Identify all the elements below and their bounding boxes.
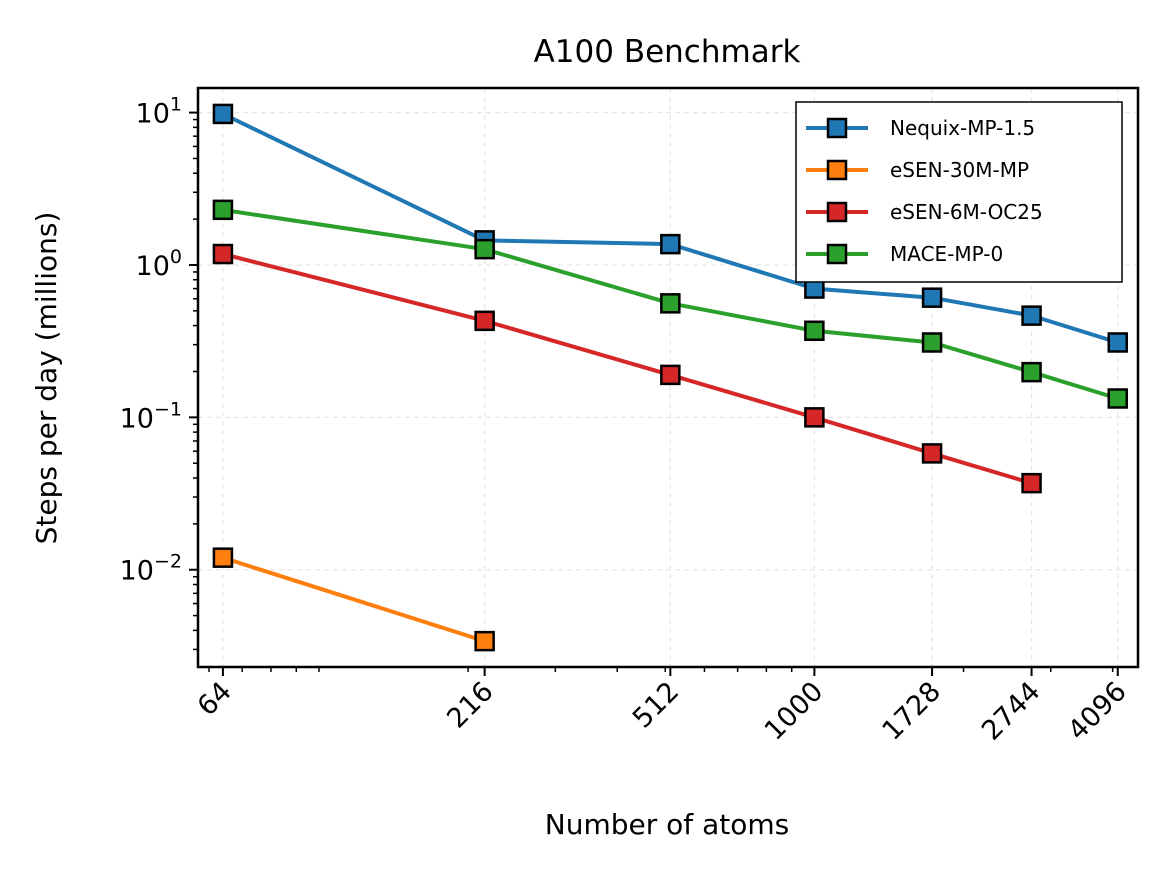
data-point (1021, 305, 1042, 326)
legend-label: MACE-MP-0 (890, 242, 1003, 266)
y-tick-label: 100 (136, 246, 182, 282)
y-tick-exponent: −1 (154, 398, 182, 420)
data-point (921, 287, 943, 308)
legend: Nequix-MP-1.5 eSEN-30M-MP eSEN-6M-OC25 MACE… (795, 101, 1123, 283)
data-point (1107, 388, 1129, 409)
plot-frame (196, 86, 1140, 669)
data-point (212, 199, 234, 221)
x-axis-ticks: 64 216 512 1000 1728 2744 4096 (192, 667, 1133, 747)
y-tick-label: 101 (136, 94, 182, 130)
data-point (1021, 361, 1042, 383)
x-tick-label: 512 (627, 676, 685, 734)
y-tick-exponent: 0 (170, 246, 182, 268)
y-axis-label: Steps per day (millions) (30, 212, 63, 545)
data-point (474, 310, 495, 332)
y-tick-exponent: 1 (170, 94, 182, 116)
x-tick-label: 1728 (877, 676, 948, 747)
data-point (660, 293, 681, 314)
data-point (212, 243, 234, 265)
data-point (212, 547, 234, 568)
legend-marker (826, 159, 848, 181)
y-tick-base: 10 (136, 99, 170, 130)
x-tick-label: 216 (441, 676, 499, 734)
data-point (921, 443, 943, 464)
y-tick-label: 10−2 (120, 551, 182, 587)
data-point (1107, 332, 1129, 353)
legend-marker (826, 201, 848, 223)
chart-title: A100 Benchmark (534, 34, 801, 70)
y-tick-base: 10 (120, 556, 154, 587)
data-point (921, 332, 943, 353)
x-tick-label: 2744 (976, 676, 1047, 747)
x-tick-label: 4096 (1062, 676, 1133, 747)
y-tick-label: 10−1 (120, 398, 182, 434)
y-tick-base: 10 (120, 403, 154, 434)
series-line (222, 555, 486, 644)
x-tick-label: 64 (192, 676, 238, 722)
legend-label: eSEN-6M-OC25 (890, 200, 1043, 224)
data-point (474, 238, 495, 260)
data-point (474, 630, 495, 652)
data-point (1021, 472, 1042, 494)
y-tick-base: 10 (136, 251, 170, 282)
legend-label: Nequix-MP-1.5 (890, 116, 1035, 140)
legend-label: eSEN-30M-MP (890, 158, 1029, 182)
data-point (804, 407, 825, 428)
legend-marker (826, 117, 848, 139)
x-axis-label: Number of atoms (545, 808, 789, 841)
y-tick-exponent: −2 (154, 551, 182, 573)
series-line (222, 252, 1033, 486)
data-point (660, 233, 681, 255)
data-point (804, 320, 825, 342)
x-tick-label: 1000 (759, 676, 830, 747)
series-markers (212, 103, 1129, 652)
legend-marker (826, 243, 848, 265)
data-point (212, 103, 234, 125)
data-point (660, 364, 681, 386)
